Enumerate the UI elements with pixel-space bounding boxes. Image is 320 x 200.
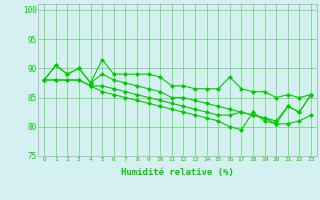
X-axis label: Humidité relative (%): Humidité relative (%) <box>121 168 234 177</box>
